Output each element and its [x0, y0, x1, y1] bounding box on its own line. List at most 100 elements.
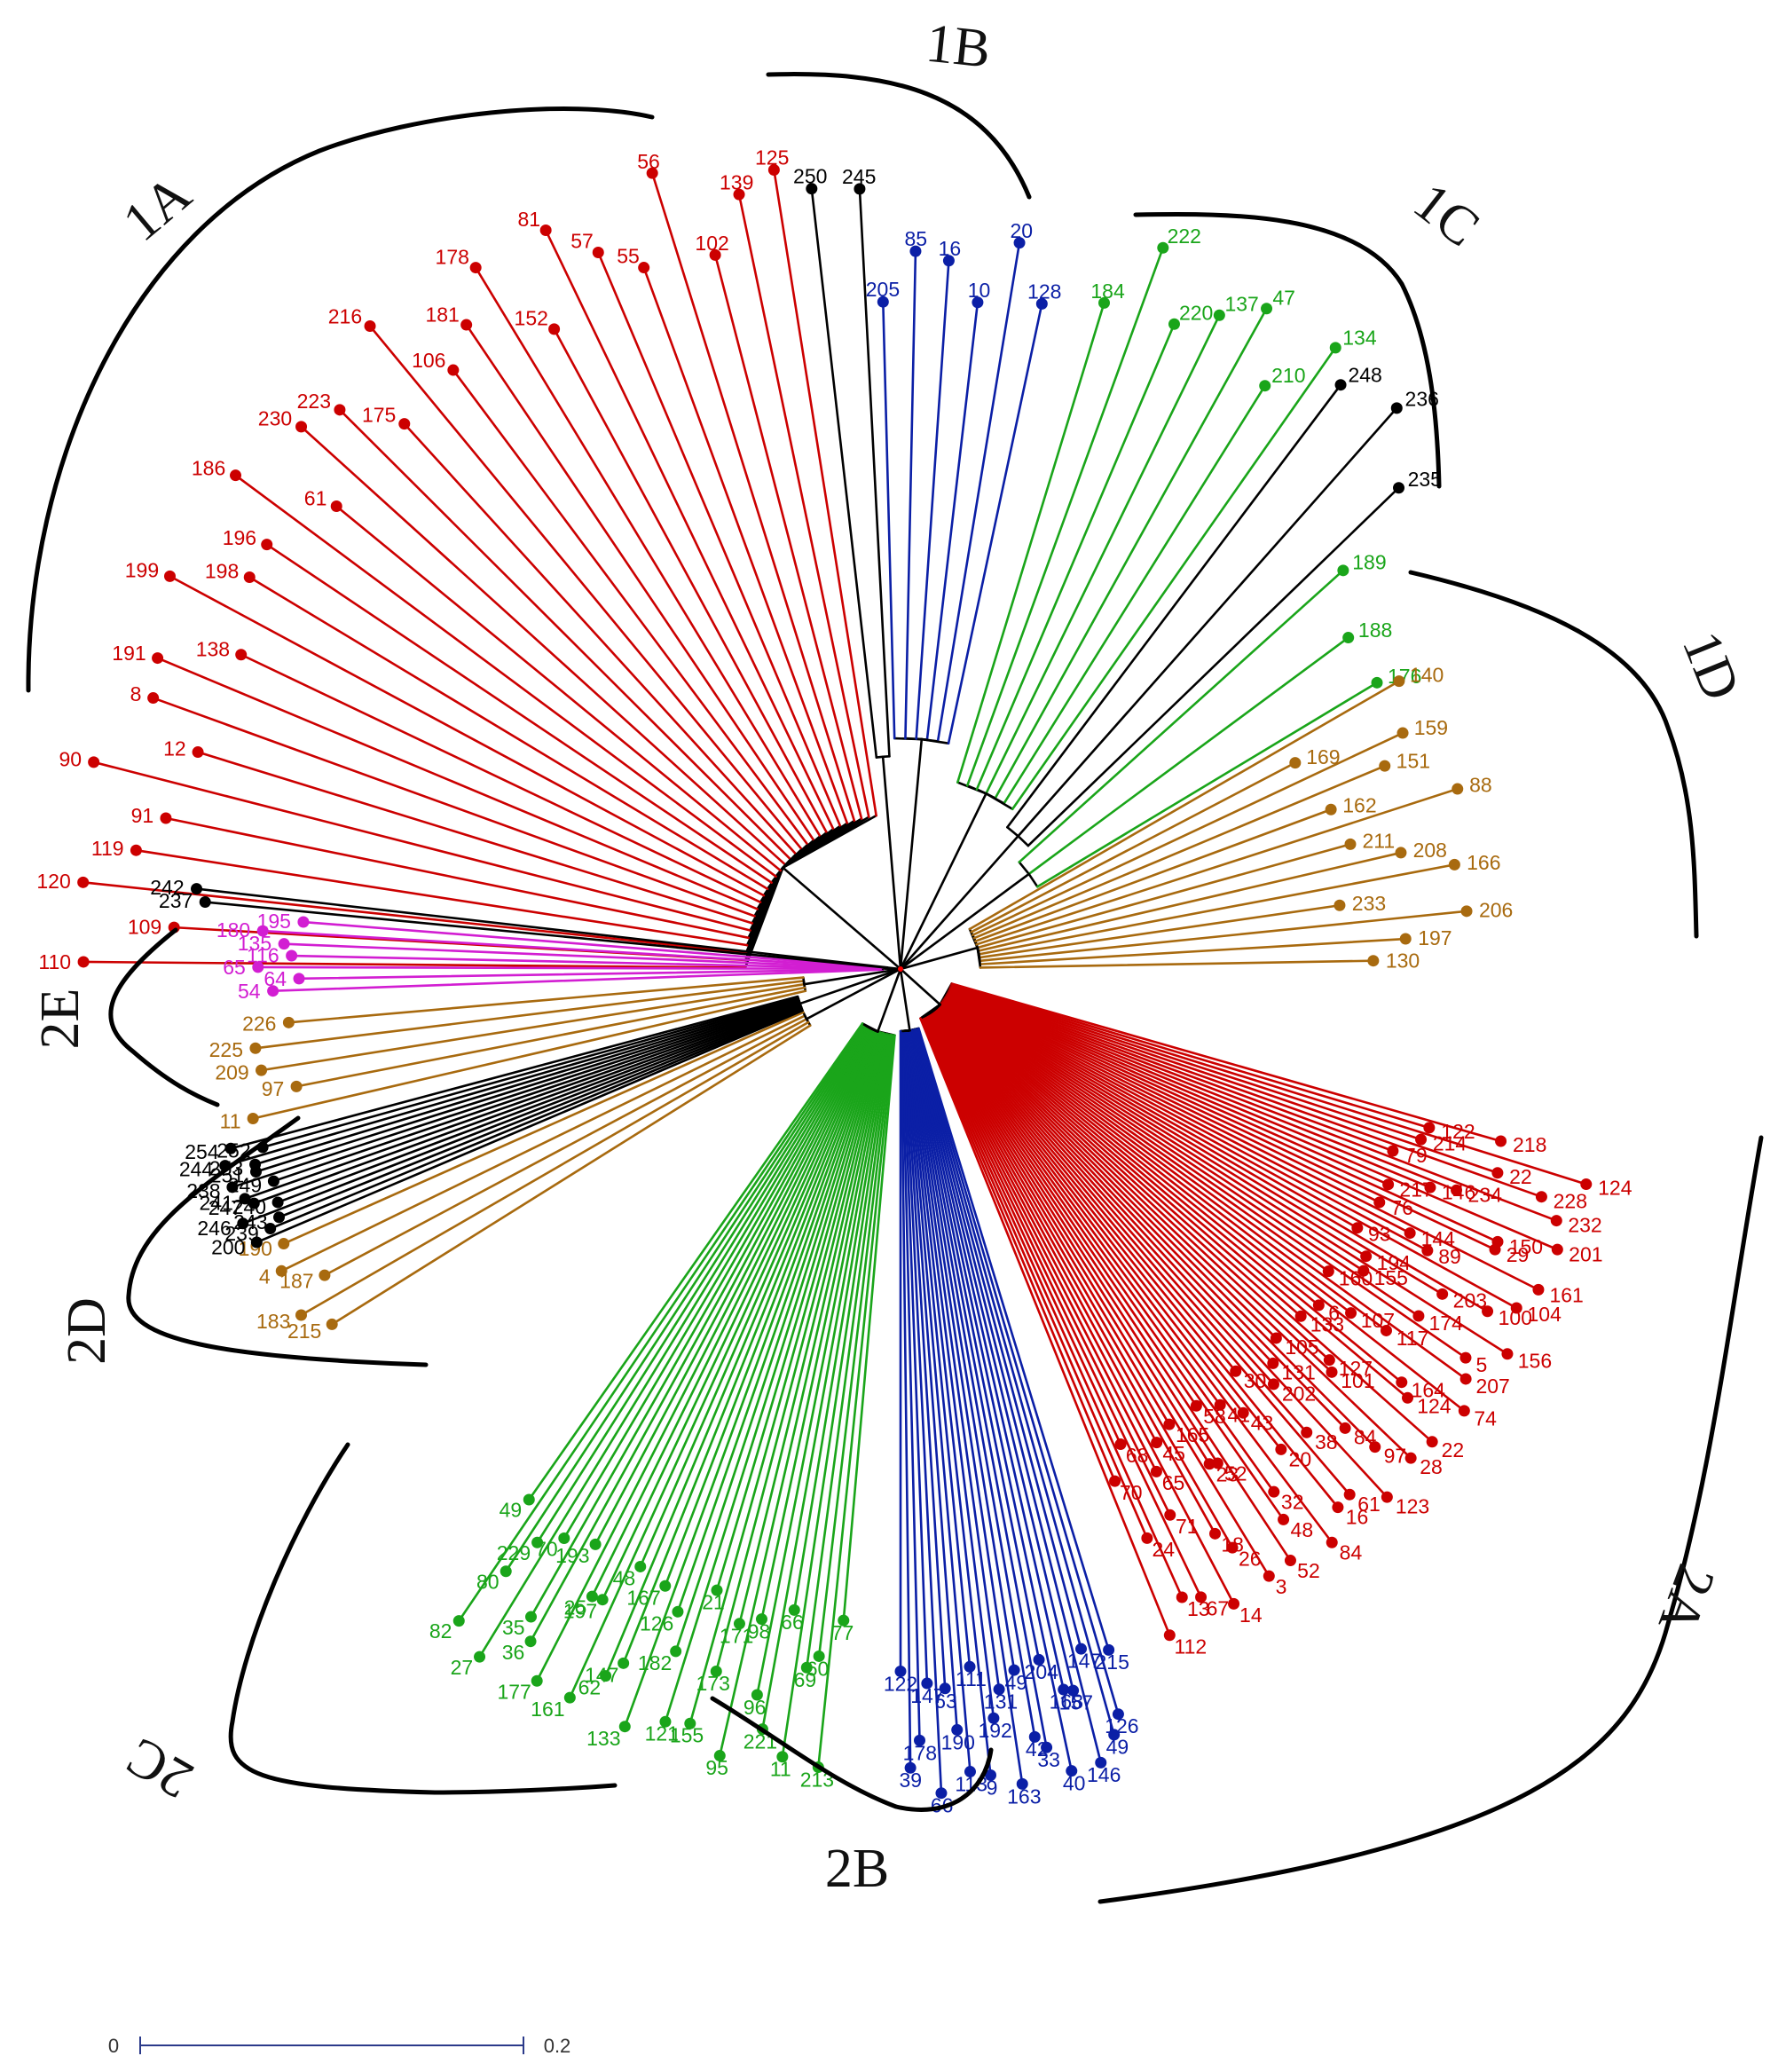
tip-branch — [968, 680, 1401, 931]
tip-branch — [596, 251, 842, 828]
tip-label: 254 — [185, 1140, 219, 1163]
tip-label: 140 — [1410, 664, 1444, 687]
tip-label: 77 — [831, 1621, 854, 1644]
tip-branch — [817, 1034, 895, 1769]
tip-label: 167 — [626, 1586, 660, 1609]
tip-node — [147, 692, 160, 705]
tip-node — [838, 1614, 850, 1627]
tip-node — [252, 961, 264, 973]
tip-node — [1028, 1730, 1041, 1743]
tip-branch — [674, 1030, 881, 1653]
tip-node — [1369, 1441, 1381, 1454]
tip-label: 215 — [1096, 1651, 1129, 1674]
tip-branch — [817, 1034, 894, 1658]
tip-label: 206 — [1479, 898, 1513, 921]
tip-label: 152 — [515, 307, 548, 330]
tip-branch — [920, 1016, 1149, 1540]
tip-branch — [1027, 486, 1400, 847]
tip-node — [646, 167, 658, 179]
tip-branch — [323, 1018, 808, 1277]
tip-branch — [760, 1033, 888, 1620]
scale-bar-start-label: 0 — [108, 2035, 119, 2057]
tip-branch — [940, 1001, 1320, 1307]
tip-node — [531, 1536, 544, 1548]
tip-label: 97 — [262, 1077, 285, 1100]
tip-node — [237, 1217, 249, 1230]
tip-branch — [474, 266, 822, 838]
tip-node — [1329, 342, 1341, 354]
tip-branch — [901, 1029, 929, 1685]
tip-node — [1270, 1332, 1282, 1344]
internal-branch — [985, 792, 1014, 811]
tip-branch — [591, 1028, 873, 1598]
tip-node — [1058, 1683, 1070, 1696]
tip-node — [1163, 1418, 1176, 1430]
internal-branch — [1017, 834, 1030, 847]
tip-branch — [913, 1028, 1074, 1692]
tip-label: 9 — [987, 1776, 998, 1799]
tip-node — [634, 1560, 647, 1572]
tip-node — [261, 539, 273, 551]
tip-label: 208 — [1413, 839, 1447, 862]
bracket-2D — [126, 1115, 429, 1367]
tip-branch — [156, 657, 759, 910]
tip-node — [877, 295, 889, 308]
tip-branch — [943, 997, 1420, 1318]
tip-branch — [271, 968, 885, 993]
tip-label: 216 — [328, 305, 362, 328]
tip-branch — [943, 997, 1365, 1272]
tip-label: 250 — [793, 165, 827, 188]
tip-label: 57 — [570, 230, 594, 253]
tip-node — [1334, 379, 1347, 391]
tip-branch — [938, 1004, 1334, 1374]
tip-label: 6 — [1328, 1302, 1340, 1325]
tip-node — [1157, 241, 1169, 254]
tip-label: 205 — [866, 278, 900, 301]
tip-branch — [900, 1029, 912, 1769]
tip-label: 237 — [159, 889, 193, 912]
tip-branch — [773, 169, 877, 817]
tip-branch — [1018, 569, 1345, 863]
tip-branch — [924, 1014, 1158, 1444]
tip-label: 90 — [59, 747, 82, 770]
tip-label: 120 — [36, 870, 70, 893]
tip-node — [224, 1142, 237, 1154]
tip-label: 207 — [1475, 1375, 1509, 1398]
tip-node — [1379, 760, 1391, 772]
tip-label: 89 — [1438, 1245, 1461, 1268]
tip-node — [152, 652, 164, 665]
tip-branch — [974, 808, 1333, 943]
tip-label: 29 — [1507, 1243, 1530, 1266]
tip-label: 221 — [743, 1729, 777, 1753]
group-stem — [782, 866, 902, 971]
tip-node — [813, 1650, 825, 1662]
tip-branch — [82, 881, 748, 954]
tip-node — [290, 1080, 303, 1092]
tip-node — [1501, 1348, 1514, 1360]
tip-label: 63 — [934, 1690, 957, 1713]
tip-branch — [527, 1022, 864, 1501]
tip-branch — [941, 999, 1388, 1332]
tip-branch — [714, 1032, 885, 1673]
tip-node — [985, 1769, 997, 1781]
tip-branch — [278, 1007, 803, 1219]
tip-label: 16 — [1346, 1505, 1369, 1528]
tip-branch — [949, 985, 1499, 1175]
tip-label: 189 — [1352, 550, 1386, 573]
tip-branch — [256, 965, 885, 971]
tip-node — [1390, 402, 1403, 414]
tip-branch — [248, 576, 769, 891]
tip-node — [1075, 1643, 1088, 1655]
tip-branch — [947, 990, 1381, 1204]
tip-branch — [949, 983, 1588, 1186]
tip-label: 147 — [910, 1684, 944, 1707]
tip-branch — [979, 959, 1375, 969]
tip-branch — [279, 1014, 806, 1272]
tip-node — [297, 916, 310, 928]
tip-label: 97 — [1384, 1445, 1407, 1468]
tip-node — [130, 844, 142, 856]
group-stem — [877, 967, 902, 1033]
tip-branch — [909, 1028, 1024, 1785]
tip-node — [1415, 1133, 1428, 1146]
tip-label: 105 — [1285, 1335, 1318, 1359]
